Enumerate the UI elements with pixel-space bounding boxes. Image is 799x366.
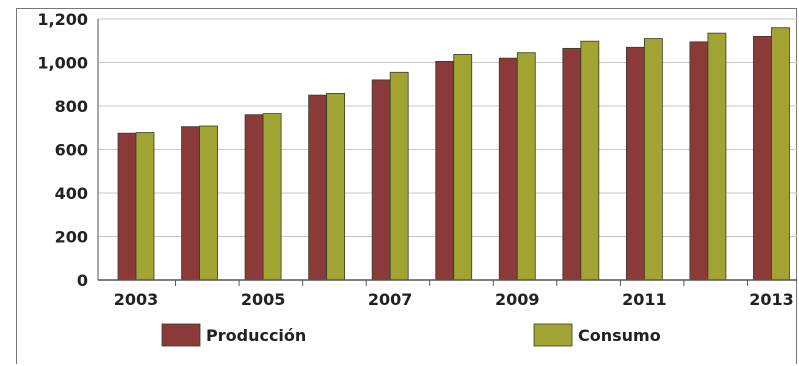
legend: Producción Consumo	[161, 323, 661, 347]
bar-produccion-2009	[498, 57, 518, 281]
bar-consumo-2005	[262, 113, 282, 281]
bar-produccion-2005	[244, 114, 264, 281]
x-tick-labels: 2003 2005 2007 2009 2011 2013	[114, 290, 794, 309]
bar-produccion-2003	[117, 132, 137, 281]
bar-consumo-2013	[771, 27, 790, 281]
legend-swatch-consumo	[533, 323, 573, 347]
bar-produccion-2013	[753, 36, 772, 281]
bar-produccion-2006	[308, 94, 328, 281]
bar-consumo-2004	[199, 125, 218, 281]
legend-label-consumo: Consumo	[578, 326, 661, 345]
bar-consumo-2008	[453, 54, 473, 281]
y-tick-label: 600	[55, 141, 88, 160]
y-tick-label: 800	[55, 97, 88, 116]
bar-consumo-2009	[516, 52, 536, 281]
bar-produccion-2004	[181, 126, 200, 281]
chart-frame	[16, 8, 797, 364]
bars	[117, 27, 790, 281]
y-tick-labels: 0 200 400 600 800 1,000 1,200	[37, 10, 88, 290]
y-tick-label: 1,200	[37, 10, 88, 29]
bar-consumo-2003	[135, 132, 155, 281]
legend-label-produccion: Producción	[206, 326, 306, 345]
x-tick-label: 2003	[114, 290, 159, 309]
bar-produccion-2008	[435, 61, 455, 281]
bar-produccion-2007	[371, 79, 391, 281]
x-tick-label: 2009	[495, 290, 540, 309]
y-tick-label: 0	[77, 271, 88, 290]
bar-produccion-2011	[625, 46, 645, 281]
x-tick-label: 2011	[622, 290, 667, 309]
x-tick-label: 2007	[368, 290, 413, 309]
bar-produccion-2012	[689, 41, 709, 281]
bar-produccion-2010	[562, 47, 582, 281]
bar-consumo-2006	[326, 92, 346, 281]
bar-consumo-2007	[389, 71, 409, 281]
axes	[97, 19, 797, 286]
y-tick-label: 1,000	[37, 54, 88, 73]
x-tick-label: 2013	[749, 290, 794, 309]
bar-consumo-2010	[580, 40, 600, 281]
x-tick-label: 2005	[241, 290, 286, 309]
bar-consumo-2011	[643, 38, 663, 281]
legend-swatch-produccion	[161, 323, 201, 347]
y-tick-label: 200	[55, 228, 88, 247]
y-tick-label: 400	[55, 184, 88, 203]
bar-consumo-2012	[707, 32, 727, 281]
